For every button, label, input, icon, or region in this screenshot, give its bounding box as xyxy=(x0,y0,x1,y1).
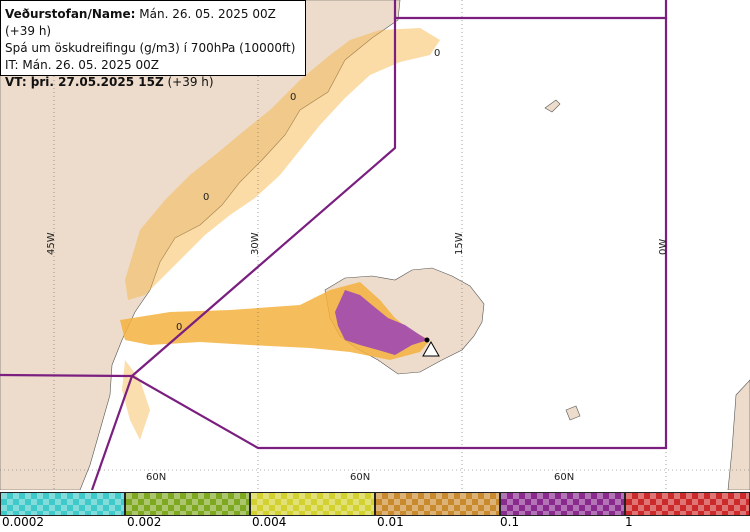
legend-tick: 0.01 xyxy=(377,515,404,529)
legend-tick: 0.004 xyxy=(252,515,287,529)
contour-label: 0 xyxy=(203,192,210,203)
concentration-legend xyxy=(0,490,750,532)
lon-label-15w: 15W xyxy=(454,232,465,255)
lon-label-30w: 30W xyxy=(250,232,261,255)
legend-swatch xyxy=(625,492,750,516)
legend-swatch xyxy=(125,492,250,516)
map-canvas xyxy=(0,0,750,491)
valid-time-line: VT: þri. 27.05.2025 15Z (+39 h) xyxy=(5,75,214,89)
lat-label-60n: 60N xyxy=(146,472,167,483)
contour-label: 0 xyxy=(434,48,441,59)
contour-label: 0 xyxy=(290,92,297,103)
legend-tick: 1 xyxy=(625,515,633,529)
forecast-info-box: Veðurstofan/Name: Mán. 26. 05. 2025 00Z … xyxy=(0,0,306,89)
legend-swatch xyxy=(375,492,500,516)
lat-label-60n: 60N xyxy=(350,472,371,483)
volcano-marker-icon xyxy=(422,337,440,357)
legend-swatch xyxy=(0,492,125,516)
contour-label: 0 xyxy=(176,322,183,333)
legend-swatch xyxy=(250,492,375,516)
product-line: Spá um öskudreifingu (g/m3) í 700hPa (10… xyxy=(5,41,296,55)
issue-time-line: IT: Mán. 26. 05. 2025 00Z xyxy=(5,58,159,72)
issuer-line: Veðurstofan/Name: Mán. 26. 05. 2025 00Z … xyxy=(5,7,276,38)
island-south xyxy=(565,405,581,421)
lon-label-45w: 45W xyxy=(46,232,57,255)
airspace-boundary xyxy=(0,0,668,491)
ash-forecast-map: 0 0 0 0 45W 30W 15W 0W 60N 60N 60N xyxy=(0,0,750,491)
legend-tick: 0.1 xyxy=(500,515,520,529)
legend-tick: 0.002 xyxy=(127,515,162,529)
greenland-landmass xyxy=(0,0,401,491)
ash-high-band xyxy=(335,290,428,355)
legend-tick: 0.0002 xyxy=(2,515,44,529)
island-east xyxy=(544,99,561,113)
scotland-coast xyxy=(727,379,750,491)
lon-label-0w: 0W xyxy=(658,238,669,255)
lat-label-60n: 60N xyxy=(554,472,575,483)
legend-swatch xyxy=(500,492,625,516)
